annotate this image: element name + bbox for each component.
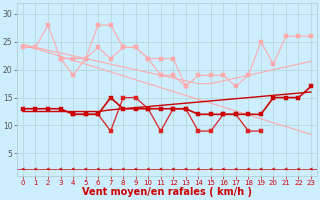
- X-axis label: Vent moyen/en rafales ( km/h ): Vent moyen/en rafales ( km/h ): [82, 187, 252, 197]
